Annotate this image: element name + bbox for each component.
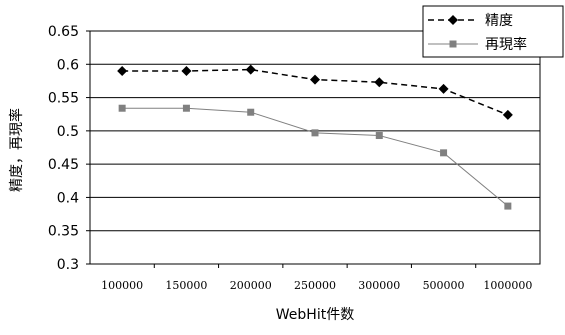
data-point xyxy=(374,77,385,88)
legend-label: 再現率 xyxy=(485,36,527,53)
data-point xyxy=(375,132,383,140)
x-axis-title: WebHit件数 xyxy=(276,307,354,323)
series-layer xyxy=(117,64,513,210)
x-tick-label: 150000 xyxy=(165,279,207,292)
series-1 xyxy=(117,64,513,120)
y-tick-label: 0.35 xyxy=(48,224,79,240)
legend-label: 精度 xyxy=(485,13,513,29)
x-tick-label: 500000 xyxy=(423,279,465,292)
legend-swatch-marker xyxy=(449,40,457,48)
y-tick-label: 0.5 xyxy=(57,124,79,140)
x-tick-label: 250000 xyxy=(294,279,336,292)
y-tick-label: 0.65 xyxy=(48,24,79,40)
x-axis-ticks: 100000 150000 200000 250000 300000 500000 1000… xyxy=(101,264,532,292)
legend-item-1: 精度 xyxy=(428,13,513,29)
legend-swatch-marker xyxy=(448,15,458,25)
y-tick-label: 0.6 xyxy=(57,57,79,73)
y-axis-title: 精度，再現率 xyxy=(8,108,25,192)
data-point xyxy=(247,108,255,116)
data-point xyxy=(118,104,126,112)
legend-box xyxy=(422,5,564,58)
data-point xyxy=(504,202,512,210)
series-2 xyxy=(118,104,512,210)
x-tick-label: 1000000 xyxy=(483,279,532,292)
legend-item-2: 再現率 xyxy=(428,36,527,53)
data-point xyxy=(182,104,190,112)
y-tick-label: 0.3 xyxy=(57,257,79,273)
data-point xyxy=(311,129,319,137)
y-tick-label: 0.4 xyxy=(57,190,79,206)
x-tick-label: 100000 xyxy=(101,279,143,292)
plot-area xyxy=(89,30,541,265)
data-point xyxy=(502,109,513,120)
x-tick-label: 300000 xyxy=(358,279,400,292)
data-point xyxy=(245,64,256,75)
data-point xyxy=(438,83,449,94)
grid-lines xyxy=(90,63,540,232)
y-tick-label: 0.45 xyxy=(48,157,79,173)
data-point xyxy=(117,65,128,76)
data-point xyxy=(440,149,448,157)
y-axis-ticks: 0.3 0.35 0.4 0.45 0.5 0.55 0.6 0.65 xyxy=(48,24,90,273)
y-tick-label: 0.55 xyxy=(48,91,79,107)
data-point xyxy=(310,74,320,85)
data-point xyxy=(181,65,192,76)
x-tick-label: 200000 xyxy=(230,279,272,292)
